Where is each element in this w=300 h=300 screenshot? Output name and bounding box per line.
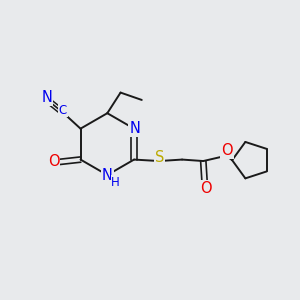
Text: C: C: [59, 103, 67, 117]
Text: O: O: [221, 143, 233, 158]
Text: H: H: [111, 176, 120, 189]
Text: N: N: [41, 90, 52, 105]
Text: O: O: [200, 181, 212, 196]
Text: N: N: [102, 167, 113, 182]
Text: N: N: [129, 121, 140, 136]
Text: S: S: [155, 150, 164, 165]
Text: O: O: [48, 154, 59, 169]
